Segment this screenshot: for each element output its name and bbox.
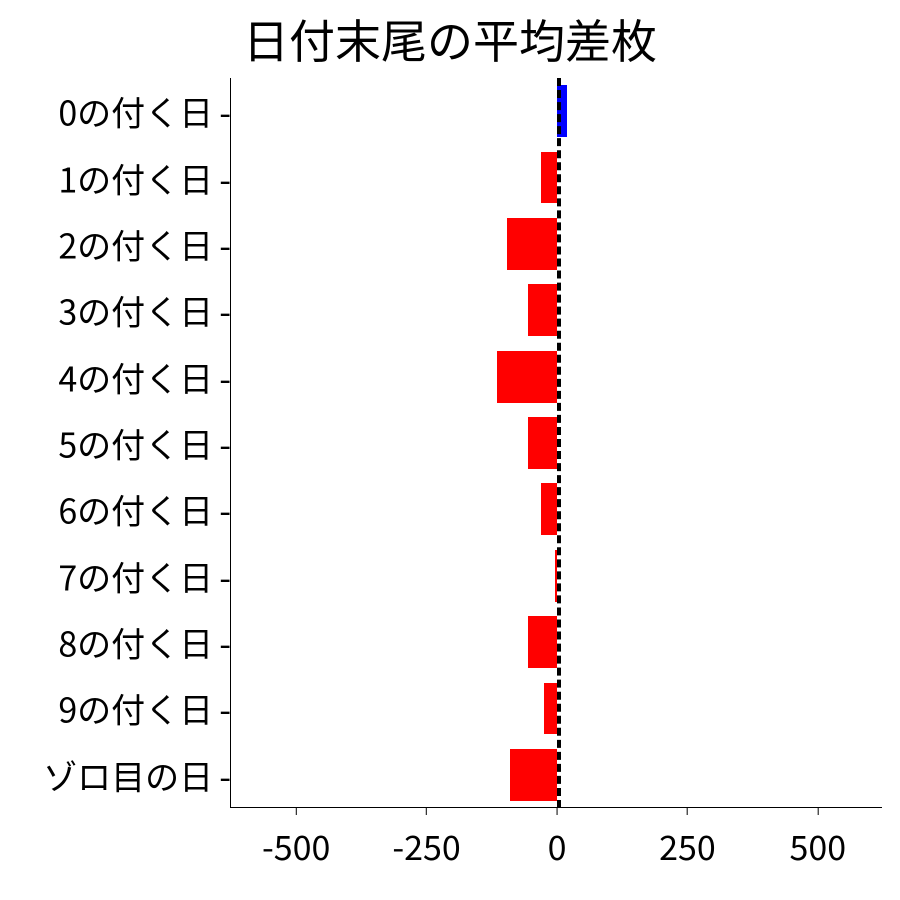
y-tick-label: 0の付く日 — [58, 87, 215, 136]
chart-viewport: 日付末尾の平均差枚 0の付く日-1の付く日-2の付く日-3の付く日-4の付く日-… — [0, 0, 900, 900]
zero-reference-line — [557, 78, 561, 808]
y-tick-label: 1の付く日 — [58, 153, 215, 202]
y-tick: 5の付く日- — [58, 419, 231, 468]
x-tick-label: 0 — [548, 815, 567, 870]
bar — [507, 218, 557, 270]
x-tick-label: -500 — [262, 815, 330, 870]
x-tick-label: -250 — [392, 815, 460, 870]
y-tick-label: 3の付く日 — [58, 286, 215, 335]
y-tick: 6の付く日- — [58, 485, 231, 534]
y-tick-hyphen: - — [215, 750, 231, 799]
y-tick: 7の付く日- — [58, 551, 231, 600]
plot-area: 0の付く日-1の付く日-2の付く日-3の付く日-4の付く日-5の付く日-6の付く… — [230, 78, 882, 808]
y-tick-hyphen: - — [215, 153, 231, 202]
bar — [528, 417, 557, 469]
y-tick-label: 5の付く日 — [58, 419, 215, 468]
y-tick-hyphen: - — [215, 352, 231, 401]
y-tick-hyphen: - — [215, 551, 231, 600]
bar — [541, 483, 557, 535]
y-tick-hyphen: - — [215, 485, 231, 534]
x-tick-mark — [817, 807, 818, 815]
x-tick-mark — [426, 807, 427, 815]
y-tick-label: 6の付く日 — [58, 485, 215, 534]
y-tick-hyphen: - — [215, 219, 231, 268]
x-tick-mark — [557, 807, 558, 815]
bar — [528, 284, 557, 336]
bar — [544, 683, 557, 735]
y-tick-label: 7の付く日 — [58, 551, 215, 600]
y-tick: 8の付く日- — [58, 618, 231, 667]
x-tick-label: 250 — [659, 815, 716, 870]
y-tick-label: 9の付く日 — [58, 684, 215, 733]
y-tick-hyphen: - — [215, 419, 231, 468]
y-tick: 0の付く日- — [58, 87, 231, 136]
y-tick-hyphen: - — [215, 286, 231, 335]
chart-title: 日付末尾の平均差枚 — [0, 6, 900, 72]
y-tick-label: 4の付く日 — [58, 352, 215, 401]
y-tick-label: ゾロ目の日 — [43, 750, 215, 799]
y-tick: 4の付く日- — [58, 352, 231, 401]
bar — [497, 351, 557, 403]
x-tick: -500 — [262, 807, 330, 870]
y-tick-hyphen: - — [215, 618, 231, 667]
y-tick: ゾロ目の日- — [43, 750, 231, 799]
x-tick: 250 — [659, 807, 716, 870]
y-tick: 9の付く日- — [58, 684, 231, 733]
y-tick-label: 2の付く日 — [58, 219, 215, 268]
y-tick-hyphen: - — [215, 87, 231, 136]
bar — [541, 152, 557, 204]
bar — [528, 616, 557, 668]
x-tick-mark — [296, 807, 297, 815]
x-tick-label: 500 — [789, 815, 846, 870]
x-tick: 500 — [789, 807, 846, 870]
y-tick-label: 8の付く日 — [58, 618, 215, 667]
y-tick: 3の付く日- — [58, 286, 231, 335]
y-tick: 1の付く日- — [58, 153, 231, 202]
x-tick: 0 — [548, 807, 567, 870]
x-tick: -250 — [392, 807, 460, 870]
y-tick-hyphen: - — [215, 684, 231, 733]
y-tick: 2の付く日- — [58, 219, 231, 268]
x-tick-mark — [687, 807, 688, 815]
bar — [510, 749, 557, 801]
